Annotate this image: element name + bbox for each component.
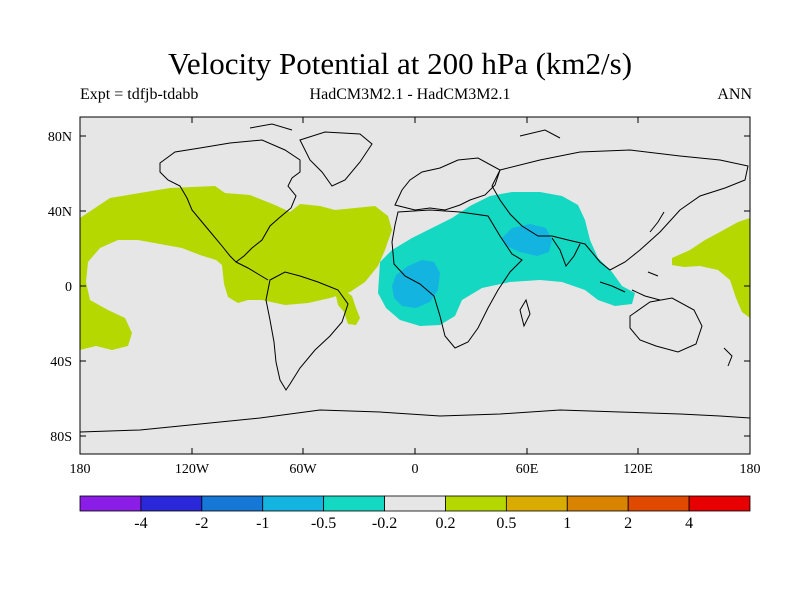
coastlines bbox=[80, 123, 750, 433]
lat-label-40s: 40S bbox=[50, 355, 72, 370]
experiment-label: Expt = tdfjb-tdabb bbox=[80, 86, 199, 103]
lon-label-60e: 60E bbox=[516, 462, 539, 477]
colorbar-label: 1 bbox=[563, 515, 571, 532]
lat-label-eq: 0 bbox=[65, 280, 72, 295]
season-label: ANN bbox=[717, 86, 752, 103]
colorbar-swatch bbox=[201, 495, 264, 512]
lon-label-60w: 60W bbox=[289, 462, 317, 477]
colorbar-swatch bbox=[688, 495, 751, 512]
positive-region-south-atlantic bbox=[336, 290, 360, 325]
model-label: HadCM3M2.1 - HadCM3M2.1 bbox=[309, 86, 511, 103]
colorbar-swatch bbox=[505, 495, 568, 512]
lat-label-40n: 40N bbox=[48, 205, 72, 220]
colorbar-label: -2 bbox=[195, 515, 208, 532]
shaded-contours bbox=[80, 123, 750, 433]
colorbar-label: -0.5 bbox=[311, 515, 336, 532]
colorbar-swatch bbox=[262, 495, 325, 512]
lat-label-80n: 80N bbox=[48, 130, 72, 145]
colorbar-swatch bbox=[384, 495, 446, 512]
lon-label-180w: 180 bbox=[70, 462, 91, 477]
colorbar-label: -1 bbox=[256, 515, 269, 532]
negative-core-africa bbox=[392, 260, 440, 308]
positive-region-pacific-west bbox=[80, 186, 392, 350]
positive-region-pacific-east bbox=[672, 218, 750, 318]
lon-label-0: 0 bbox=[412, 462, 419, 477]
colorbar-swatch bbox=[445, 495, 507, 512]
lon-label-120w: 120W bbox=[175, 462, 210, 477]
negative-region-africa-asia bbox=[378, 192, 635, 326]
colorbar-label: 0.5 bbox=[496, 515, 516, 532]
colorbar: -4 -2 -1 -0.5 -0.2 0.2 0.5 1 2 4 bbox=[79, 495, 751, 532]
colorbar-label: 4 bbox=[685, 515, 693, 532]
colorbar-swatch bbox=[79, 495, 142, 512]
lon-axis: 180 120W 60W 0 60E 120E 180 bbox=[70, 117, 761, 477]
chart-title: Velocity Potential at 200 hPa (km2/s) bbox=[167, 46, 633, 81]
colorbar-swatch bbox=[140, 495, 203, 512]
colorbar-label: 0.2 bbox=[435, 515, 455, 532]
negative-core-arabia bbox=[502, 224, 552, 256]
colorbar-label: 2 bbox=[624, 515, 632, 532]
colorbar-label: -4 bbox=[134, 515, 147, 532]
lat-label-80s: 80S bbox=[50, 430, 72, 445]
colorbar-swatch bbox=[566, 495, 629, 512]
lat-axis: 80N 40N 0 40S 80S bbox=[48, 130, 750, 445]
colorbar-swatch bbox=[627, 495, 690, 512]
lon-label-180e: 180 bbox=[740, 462, 761, 477]
lon-label-120e: 120E bbox=[623, 462, 653, 477]
colorbar-swatch bbox=[323, 495, 385, 512]
colorbar-label: -0.2 bbox=[372, 515, 397, 532]
